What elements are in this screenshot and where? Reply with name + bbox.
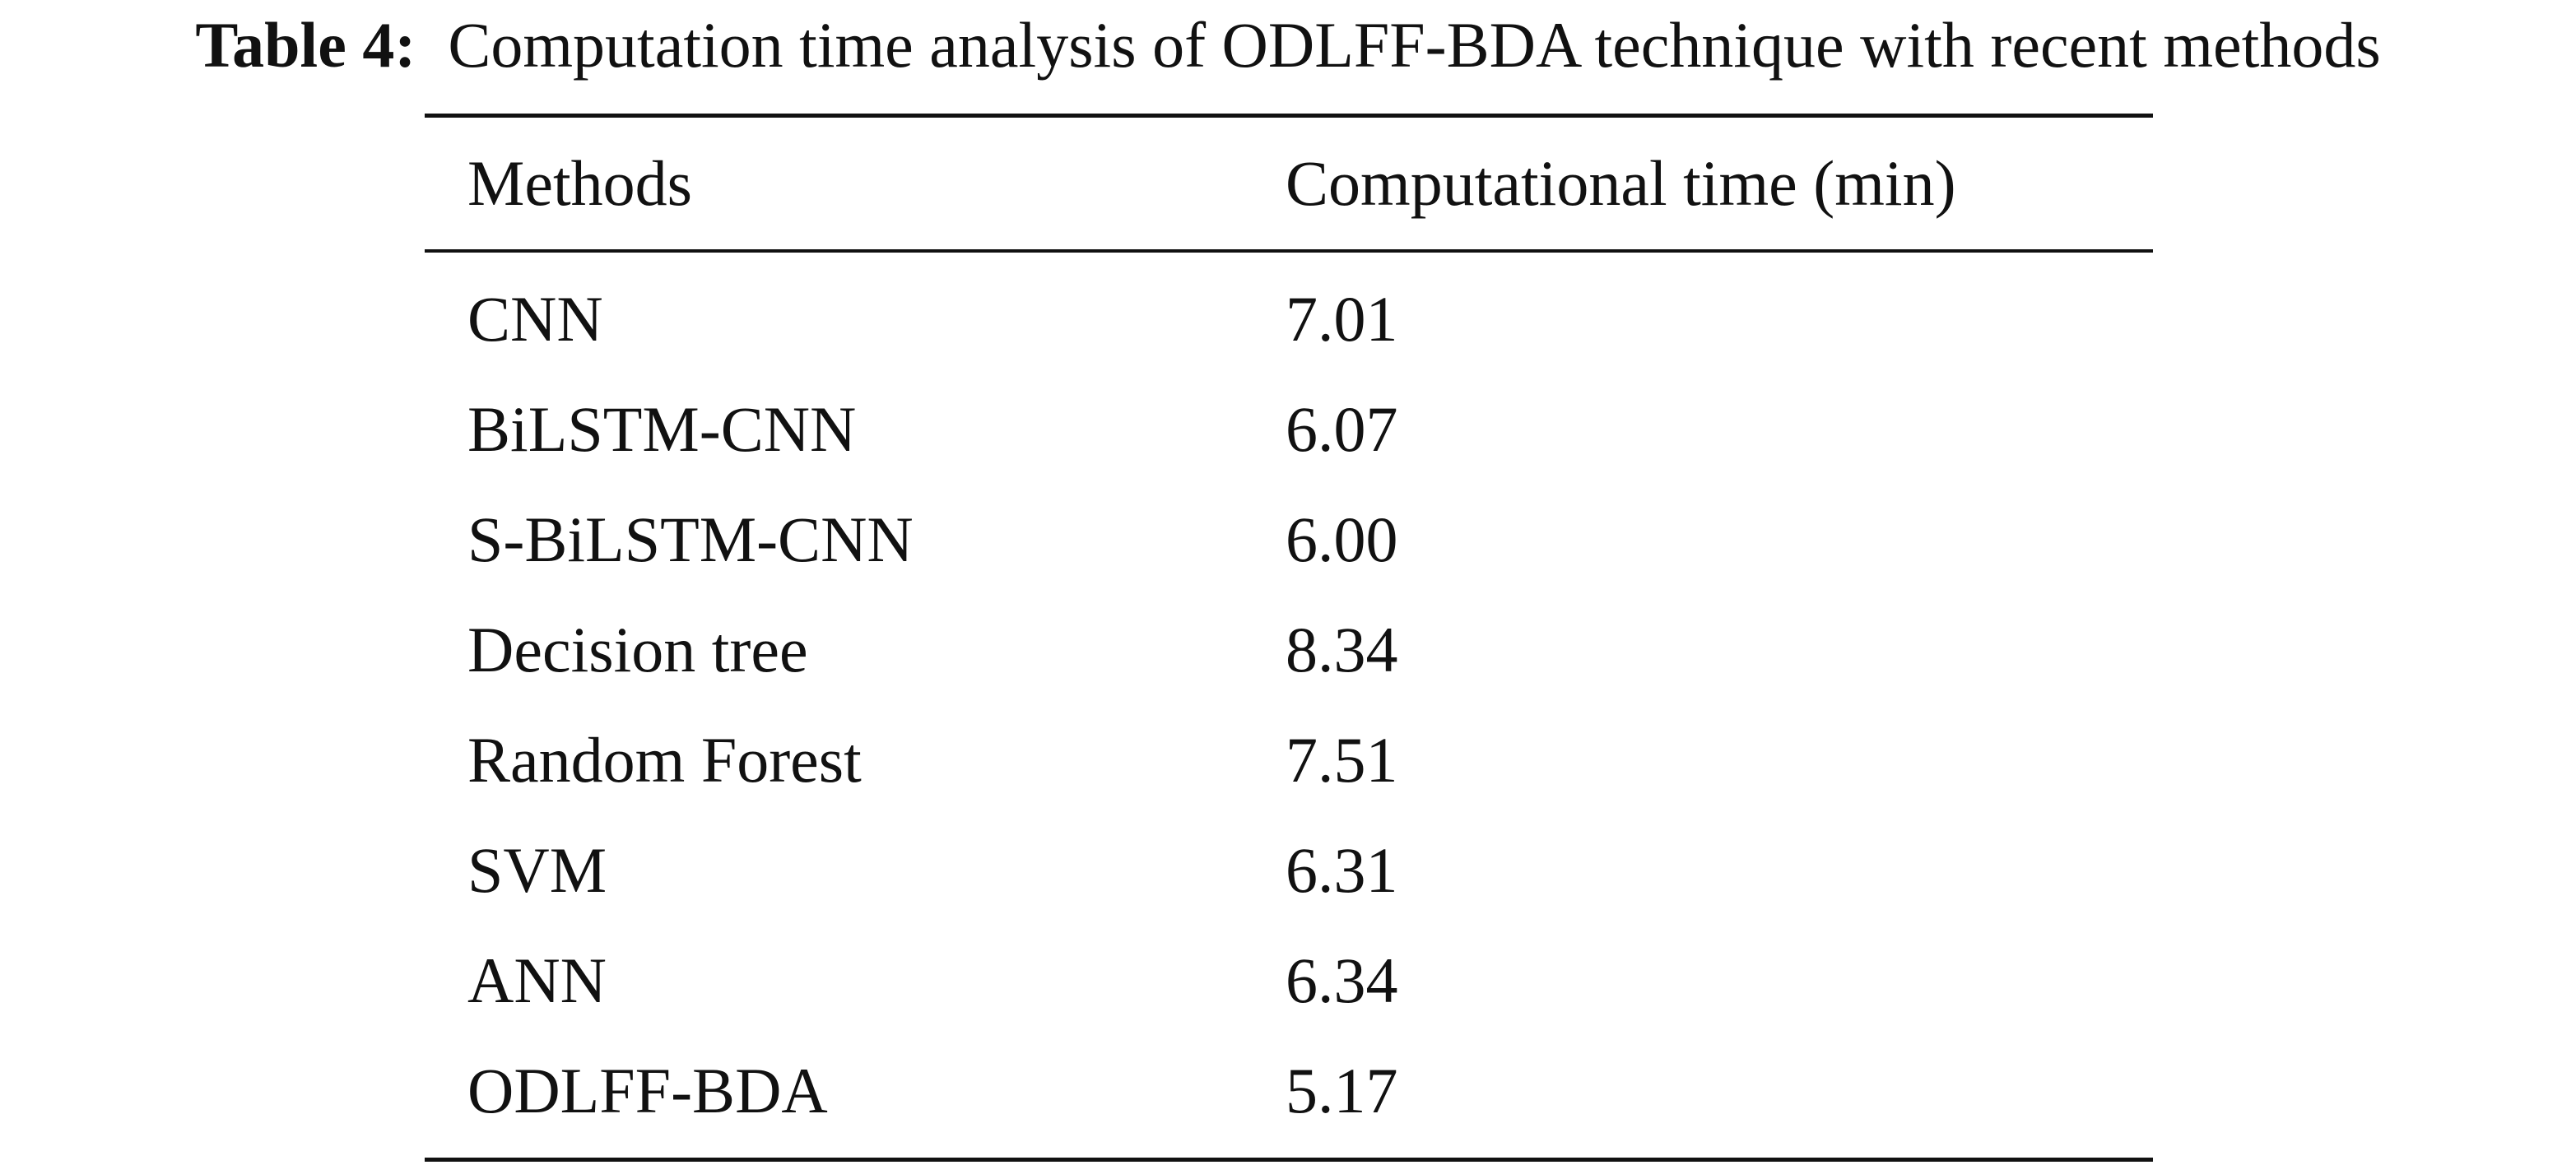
time-cell: 7.01 — [1286, 283, 1398, 355]
table-row: S-BiLSTM-CNN 6.00 — [425, 485, 2153, 595]
table-row: ODLFF-BDA 5.17 — [425, 1036, 2153, 1146]
time-cell: 6.34 — [1286, 945, 1398, 1016]
table-row: ANN 6.34 — [425, 926, 2153, 1036]
table-body: CNN 7.01 BiLSTM-CNN 6.07 S-BiLSTM-CNN 6.… — [425, 264, 2153, 1158]
header-row: Methods Computational time (min) — [425, 118, 2153, 249]
method-cell: SVM — [467, 834, 607, 906]
data-table: Methods Computational time (min) CNN 7.0… — [425, 114, 2153, 1162]
caption-label: Table 4: — [195, 9, 416, 81]
top-rule — [425, 114, 2153, 118]
method-cell: S-BiLSTM-CNN — [467, 504, 914, 575]
time-cell: 8.34 — [1286, 614, 1398, 685]
time-cell: 6.07 — [1286, 393, 1398, 465]
table-row: Decision tree 8.34 — [425, 595, 2153, 705]
time-cell: 5.17 — [1286, 1055, 1398, 1126]
table-row: BiLSTM-CNN 6.07 — [425, 374, 2153, 485]
method-cell: Random Forest — [467, 724, 862, 796]
caption-text: Computation time analysis of ODLFF-BDA t… — [448, 9, 2381, 81]
time-cell: 7.51 — [1286, 724, 1398, 796]
header-computational-time: Computational time (min) — [1286, 147, 1956, 219]
table-row: CNN 7.01 — [425, 264, 2153, 374]
table-caption: Table 4: Computation time analysis of OD… — [0, 0, 2576, 91]
table-row: Random Forest 7.51 — [425, 705, 2153, 815]
header-rule — [425, 249, 2153, 253]
method-cell: ODLFF-BDA — [467, 1055, 828, 1126]
bottom-rule — [425, 1158, 2153, 1162]
header-methods: Methods — [467, 147, 692, 219]
method-cell: CNN — [467, 283, 603, 355]
time-cell: 6.31 — [1286, 834, 1398, 906]
table-row: SVM 6.31 — [425, 815, 2153, 926]
method-cell: Decision tree — [467, 614, 808, 685]
method-cell: BiLSTM-CNN — [467, 393, 857, 465]
time-cell: 6.00 — [1286, 504, 1398, 575]
method-cell: ANN — [467, 945, 607, 1016]
